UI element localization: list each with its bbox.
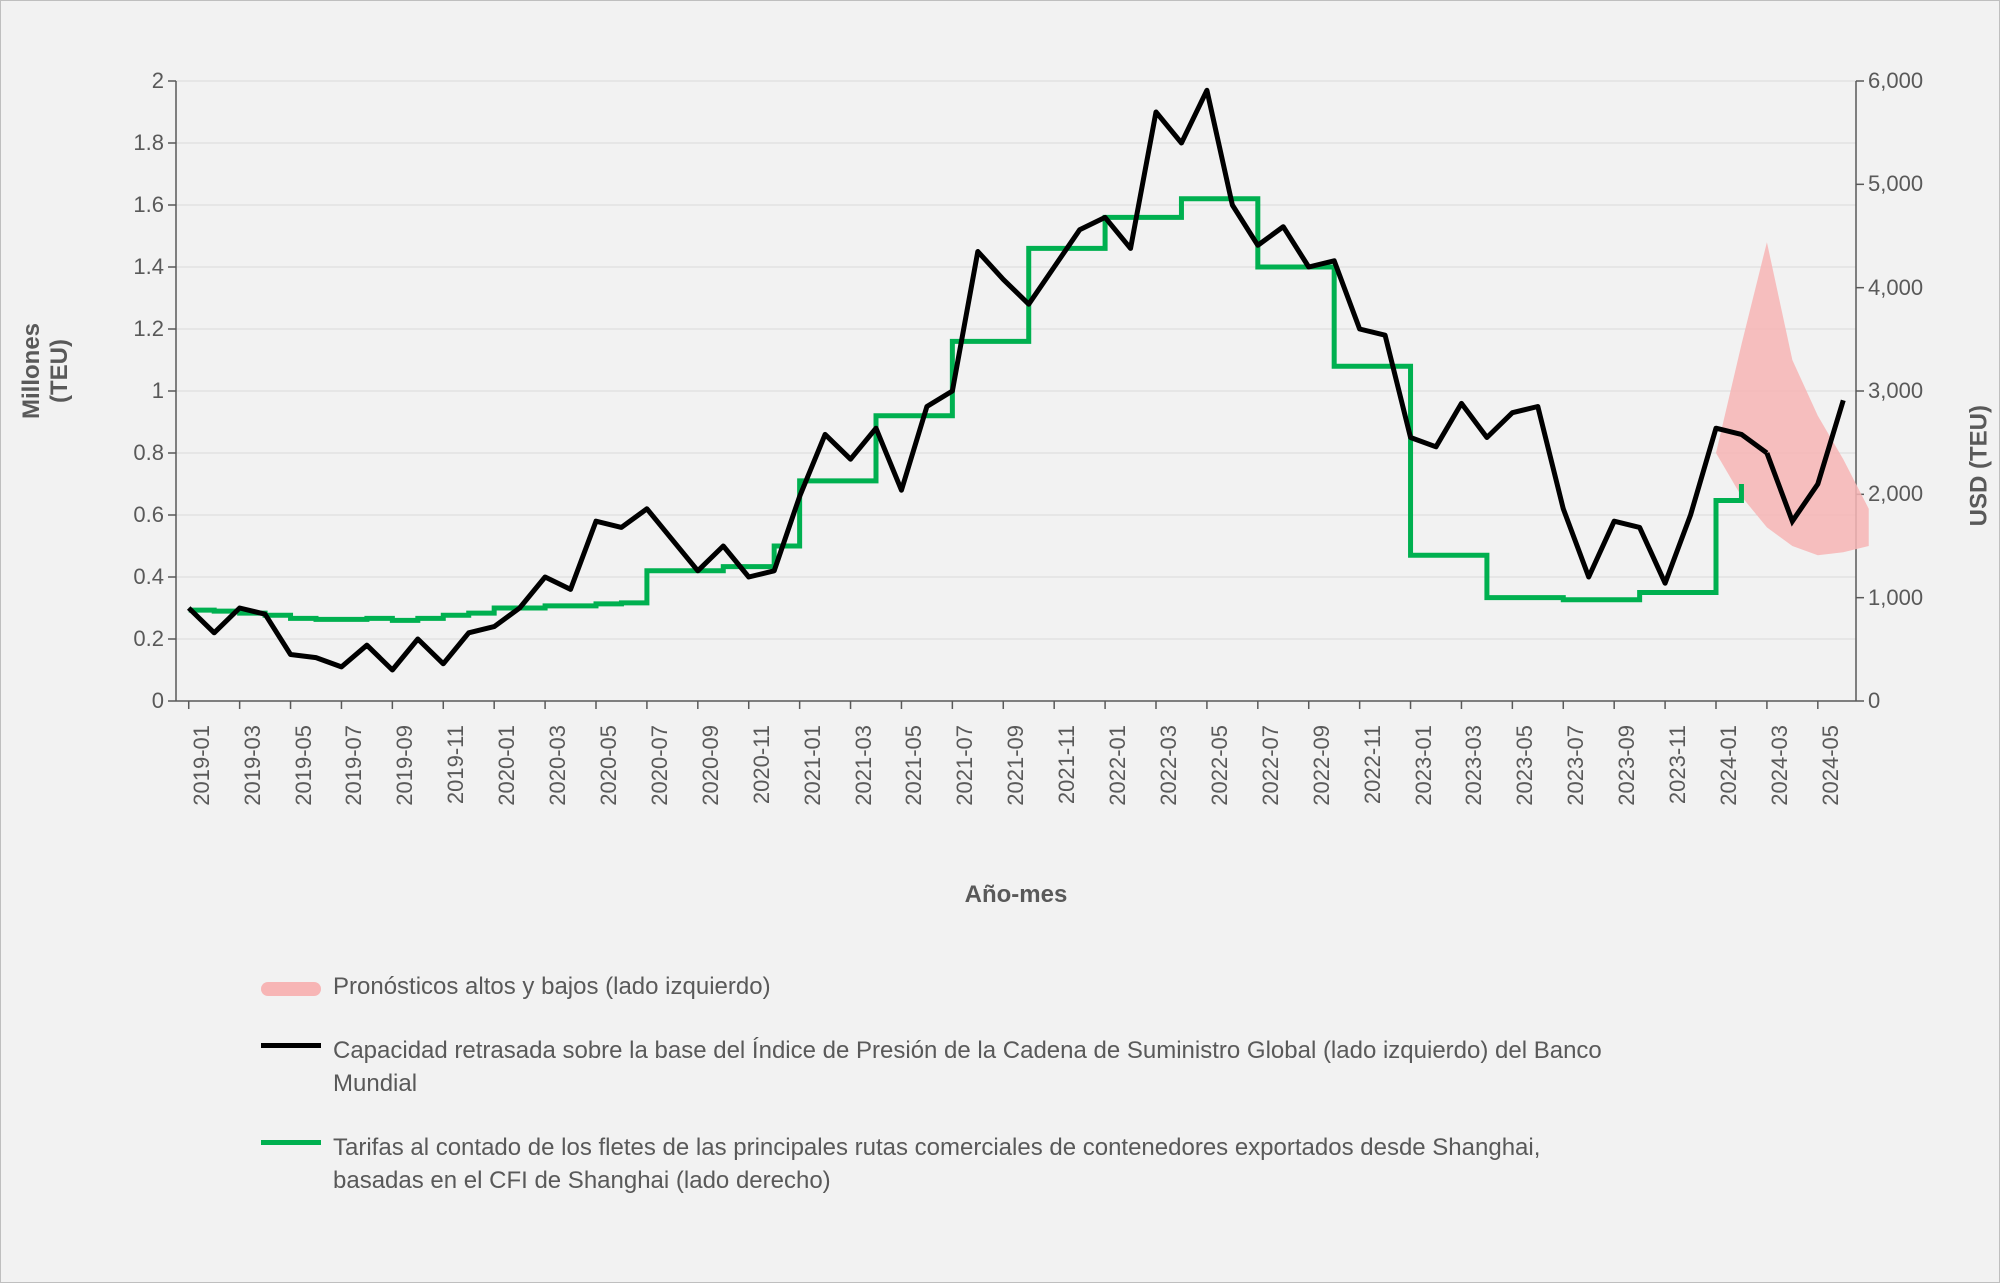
y-axis-left-label: Millones (TEU): [18, 323, 74, 419]
x-tick: 2019-11: [443, 725, 469, 804]
legend-swatch: [261, 1043, 321, 1048]
x-tick: 2020-05: [596, 725, 622, 806]
x-tick: 2022-01: [1105, 725, 1131, 806]
y-right-tick: 3,000: [1868, 378, 1923, 404]
x-tick: 2021-11: [1054, 725, 1080, 804]
forecast-band-area: [1716, 242, 1869, 555]
legend-swatch: [261, 982, 321, 996]
x-tick: 2023-05: [1512, 725, 1538, 806]
x-tick: 2020-09: [698, 725, 724, 806]
x-tick: 2024-05: [1818, 725, 1844, 806]
x-tick: 2023-09: [1614, 725, 1640, 806]
x-tick: 2020-11: [749, 725, 775, 804]
x-axis-label: Año-mes: [176, 881, 1856, 909]
legend-label: Tarifas al contado de los fletes de las …: [333, 1132, 1613, 1197]
chart-container: 0 0.2 0.4 0.6 0.8 1 1.2 1.4 1.6 1.8 2 0 1,000 2,000 3…: [0, 0, 2000, 1283]
x-tick: 2021-05: [901, 725, 927, 806]
y-left-tick: 1.2: [133, 316, 164, 342]
y-right-tick: 0: [1868, 688, 1880, 714]
y-left-tick: 1.4: [133, 254, 164, 280]
legend-swatch: [261, 1140, 321, 1145]
y-left-tick: 0.8: [133, 440, 164, 466]
legend-label: Capacidad retrasada sobre la base del Ín…: [333, 1035, 1613, 1100]
x-tick: 2023-11: [1665, 725, 1691, 804]
legend-item: Pronósticos altos y bajos (lado izquierd…: [261, 971, 1761, 1003]
y-right-tick: 5,000: [1868, 171, 1923, 197]
legend-item: Capacidad retrasada sobre la base del Ín…: [261, 1035, 1761, 1100]
x-tick: 2019-09: [392, 725, 418, 806]
y-left-tick: 0.4: [133, 564, 164, 590]
x-tick: 2020-07: [647, 725, 673, 806]
x-tick: 2020-03: [545, 725, 571, 806]
freight-line: [189, 199, 1742, 621]
y-right-tick: 4,000: [1868, 275, 1923, 301]
y-axis-right-label: USD (TEU): [1965, 405, 1993, 526]
legend: Pronósticos altos y bajos (lado izquierd…: [261, 971, 1761, 1229]
y-right-tick: 6,000: [1868, 68, 1923, 94]
legend-item: Tarifas al contado de los fletes de las …: [261, 1132, 1761, 1197]
y-left-tick: 2: [152, 68, 164, 94]
plot-area: [176, 81, 1856, 701]
y-right-tick: 1,000: [1868, 585, 1923, 611]
x-tick: 2019-07: [341, 725, 367, 806]
y-left-tick: 0.6: [133, 502, 164, 528]
y-left-tick: 1.6: [133, 192, 164, 218]
x-tick: 2021-03: [851, 725, 877, 806]
capacity-line: [189, 90, 1767, 670]
chart-svg: [176, 81, 1856, 701]
x-tick: 2021-09: [1003, 725, 1029, 806]
y-left-tick: 0: [152, 688, 164, 714]
x-tick: 2022-05: [1207, 725, 1233, 806]
x-tick: 2022-03: [1156, 725, 1182, 806]
x-tick: 2024-01: [1716, 725, 1742, 806]
x-tick: 2021-01: [800, 725, 826, 806]
x-tick: 2019-03: [240, 725, 266, 806]
y-left-tick: 1.8: [133, 130, 164, 156]
x-tick: 2021-07: [952, 725, 978, 806]
x-tick: 2023-03: [1461, 725, 1487, 806]
y-right-tick: 2,000: [1868, 481, 1923, 507]
x-tick: 2024-03: [1767, 725, 1793, 806]
x-tick: 2022-09: [1309, 725, 1335, 806]
x-tick: 2022-07: [1258, 725, 1284, 806]
x-tick: 2019-01: [189, 725, 215, 806]
x-tick: 2019-05: [291, 725, 317, 806]
legend-label: Pronósticos altos y bajos (lado izquierd…: [333, 971, 771, 1003]
y-left-tick: 1: [152, 378, 164, 404]
y-left-tick: 0.2: [133, 626, 164, 652]
x-tick: 2023-01: [1411, 725, 1437, 806]
x-tick: 2022-11: [1360, 725, 1386, 804]
x-tick: 2023-07: [1563, 725, 1589, 806]
x-tick: 2020-01: [494, 725, 520, 806]
